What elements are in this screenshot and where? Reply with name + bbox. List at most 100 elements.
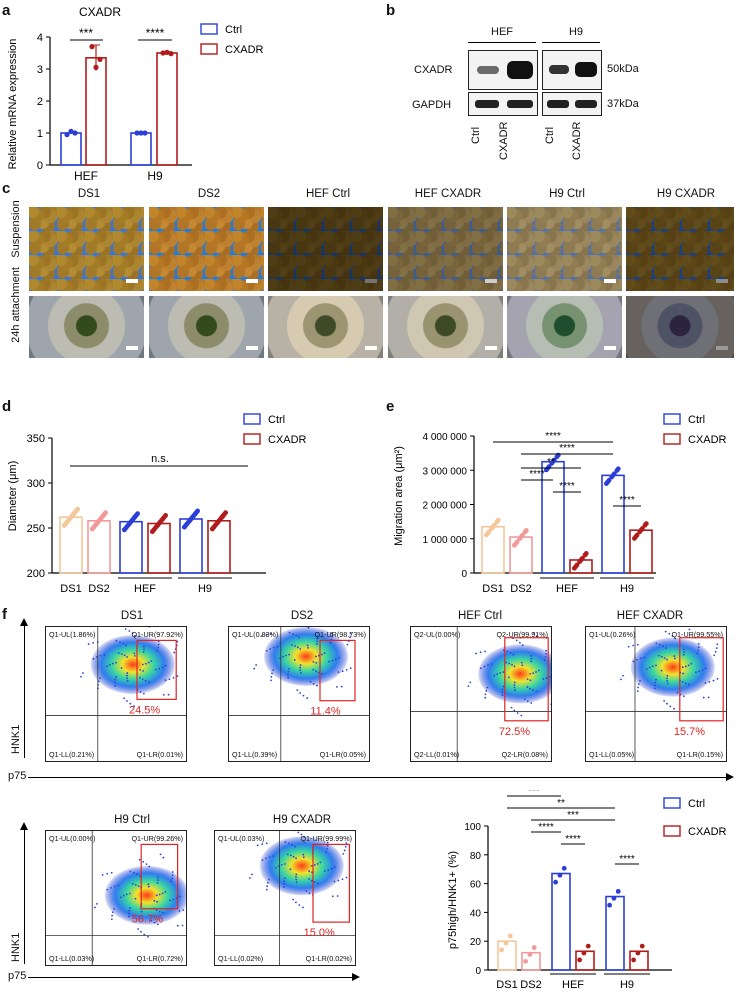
panel-e-xlabels: DS1 DS2 HEF H9 [482,577,654,595]
gate-percent: 56.7% [132,914,163,926]
group-label-ds1: DS1 [496,979,517,991]
datapoint [523,958,528,964]
datapoint [97,56,103,63]
flow-event [310,879,313,882]
flow-event [287,842,290,845]
flow-event [530,702,533,704]
flow-event [493,674,496,677]
flow-event [697,643,700,645]
panel-c: Suspension 24h attachment DS1 DS2 HEF Ct… [0,180,737,360]
flow-event [111,911,114,914]
datapoint [122,527,127,533]
flow-event [288,653,291,656]
sig-marker: **** [559,443,575,454]
flow-event [164,664,167,667]
flow-event [544,656,547,658]
flow-event [142,692,145,695]
gate-percent: 15.0% [304,927,335,939]
bar-h9-ctrl [605,895,625,971]
flow-scatter: Q1-UL(0.83%) Q1-UR(98.73%) Q1-LL(0.39%) Q1-… [229,627,369,761]
flow-title-ds2: DS2 [290,610,314,622]
flow-event [349,667,352,670]
flow-event [106,872,109,875]
flow-event [134,897,137,900]
flow-event [270,675,273,678]
flow-event [110,886,112,889]
panel-label-f: f [2,606,7,623]
flow-event [156,876,159,879]
ytick-label: 80 [470,851,482,862]
flow-event [299,669,302,672]
flow-event [139,676,141,679]
panel-label-e: e [386,398,395,415]
flow-event [341,670,344,673]
flow-event [663,699,666,702]
flow-title-hef-cxadr: HEF CXADR [616,610,684,622]
flow-event [654,681,657,684]
gate-percent: 15.7% [674,726,705,738]
flow-event [292,633,294,635]
quadrant-ur: Q1-UR(99.99%) [300,834,352,843]
flow-event [147,883,150,886]
flow-event [133,654,136,657]
panel-a-chart: CXADR Relative mRNA expression 0 1 2 3 4 HEF… [7,5,264,182]
flow-event [171,877,174,880]
flow-event [655,664,657,667]
blot-lane-4: CXADR [571,121,583,160]
flow-event [143,933,146,936]
flow-event [103,653,106,656]
flow-event [315,661,318,664]
flow-event [141,663,144,666]
flow-event [157,643,160,646]
flow-event [349,636,351,639]
datapoint [90,526,95,532]
flow-event [169,899,171,902]
flow-event [99,677,101,680]
flow-event [133,705,135,708]
flow-event [325,851,328,853]
flow-event [299,671,302,674]
flow-event [92,657,95,660]
datapoint [607,902,612,908]
col-title-h9-cxadr: H9 CXADR [656,188,716,200]
flow-event [307,646,309,649]
flow-event [128,915,130,918]
flow-event [316,637,318,640]
flow-title-h9-ctrl: H9 Ctrl [114,814,150,826]
ytick-label: 40 [470,908,482,919]
sig-marker: ** [557,798,565,809]
group-label-h9: H9 [620,583,634,595]
datapoint [527,952,533,957]
panel-b: HEF H9 CXADR GAPDH 50kDa 37kDa Ctrl CXAD… [386,0,736,178]
flow-event [660,669,663,672]
blot-group-h9-line [542,42,600,43]
flow-event [299,664,302,666]
flow-event [526,700,529,703]
flow-event [120,667,123,669]
panel-label-a: a [2,2,11,19]
flow-event [701,669,704,671]
gate-box [679,637,724,722]
flow-event [128,909,131,912]
flow-event [655,642,658,645]
datapoint [215,520,221,525]
datapoint [643,521,649,527]
flow-event [632,644,635,647]
quadrant-lr: Q1-LR(0.72%) [137,954,183,963]
datapoint [67,516,73,522]
flow-event [295,901,297,904]
ytick-label: 100 [464,822,481,833]
flow-event [483,665,486,668]
flow-event [653,684,656,687]
flow-event [285,654,287,657]
flow-event [303,836,306,839]
ytick-label: 1 000 000 [423,535,468,546]
flow-event [284,877,286,880]
micrograph-ds2-suspension [149,207,264,291]
flow-event [309,680,312,683]
panel-d-bars [59,506,231,574]
sig-marker: **** [538,822,554,833]
flow-event [265,857,267,860]
flow-event [529,687,531,690]
flow-event [126,677,128,680]
